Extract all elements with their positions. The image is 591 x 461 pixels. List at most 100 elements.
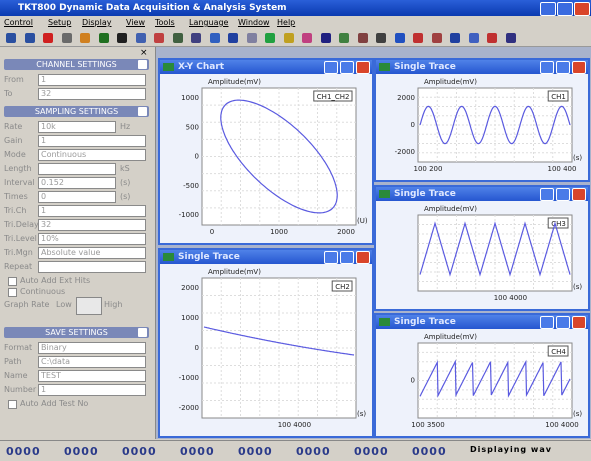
field-input[interactable]: 32	[38, 88, 146, 100]
collapse-button[interactable]	[138, 107, 147, 116]
window-button[interactable]	[572, 188, 586, 201]
field-input[interactable]: TEST	[38, 370, 146, 382]
channel-label: CH2	[335, 283, 350, 291]
child-title-bar: Single Trace	[160, 250, 372, 264]
menu-item[interactable]: Language	[189, 18, 229, 27]
y-tick-label: -2000	[179, 404, 199, 412]
field-input[interactable]	[38, 163, 116, 175]
window-button[interactable]	[340, 61, 354, 74]
field-input[interactable]: 10k	[38, 121, 116, 133]
y-axis-label: Amplitude(mV)	[424, 333, 477, 341]
tool-button[interactable]	[413, 33, 423, 43]
window-button[interactable]	[557, 2, 573, 16]
window-button[interactable]	[324, 61, 338, 74]
window-button[interactable]	[556, 61, 570, 74]
tool-button[interactable]	[172, 33, 183, 43]
tool-button[interactable]	[43, 33, 53, 43]
window-button[interactable]	[556, 316, 570, 329]
field-input[interactable]: 1	[38, 384, 146, 396]
menu-item[interactable]: Tools	[155, 18, 175, 27]
field-input[interactable]: 1	[38, 74, 146, 86]
field-input[interactable]: Binary	[38, 342, 146, 354]
window-button[interactable]	[540, 2, 556, 16]
field-input[interactable]	[38, 261, 146, 273]
tool-button[interactable]	[339, 33, 349, 43]
tool-button[interactable]	[320, 33, 331, 43]
window-button[interactable]	[540, 316, 554, 329]
field-label: Gain	[4, 136, 23, 145]
tool-button[interactable]	[24, 33, 35, 43]
field-input[interactable]: Continuous	[38, 149, 146, 161]
waveform	[203, 326, 355, 356]
field-input[interactable]: Absolute value	[38, 247, 146, 259]
field-unit: (s)	[120, 192, 131, 201]
tool-button[interactable]	[487, 33, 497, 43]
tool-button[interactable]	[265, 33, 275, 43]
tool-button[interactable]	[135, 33, 146, 43]
collapse-button[interactable]	[138, 328, 147, 337]
tool-button[interactable]	[431, 33, 442, 43]
x-tick-label: 1000	[270, 228, 288, 236]
window-button[interactable]	[340, 251, 354, 264]
tool-button[interactable]	[468, 33, 479, 43]
tool-button[interactable]	[246, 33, 257, 43]
field-input[interactable]: 32	[38, 219, 146, 231]
tool-button[interactable]	[191, 33, 201, 43]
window-button[interactable]	[572, 316, 586, 329]
tool-button[interactable]	[505, 33, 516, 43]
tool-button[interactable]	[302, 33, 312, 43]
tool-button[interactable]	[357, 33, 368, 43]
child-title: Single Trace	[394, 317, 456, 327]
window-button[interactable]	[324, 251, 338, 264]
field-input[interactable]: 10%	[38, 233, 146, 245]
child-window: Single Trace Amplitude(mV) CH3 100 4000 (s)	[374, 185, 590, 311]
tool-button[interactable]	[117, 33, 127, 43]
tool-button[interactable]	[450, 33, 460, 43]
window-button[interactable]	[572, 61, 586, 74]
field-input[interactable]: 1	[38, 135, 146, 147]
tool-button[interactable]	[376, 33, 386, 43]
collapse-button[interactable]	[138, 60, 147, 69]
field-input[interactable]: 0.152	[38, 177, 116, 189]
tool-button[interactable]	[61, 33, 72, 43]
tool-button[interactable]	[6, 33, 16, 43]
window-button[interactable]	[574, 2, 590, 16]
tool-button[interactable]	[80, 33, 90, 43]
menu-item[interactable]: Window	[238, 18, 270, 27]
field-input[interactable]: 0	[38, 191, 116, 203]
rate-slider[interactable]	[76, 297, 102, 315]
status-text: Displaying wav	[470, 445, 552, 454]
tool-button[interactable]	[154, 33, 164, 43]
x-tick-label: 100 4000	[545, 421, 578, 429]
window-button[interactable]	[356, 251, 370, 264]
tool-button[interactable]	[209, 33, 220, 43]
checkbox[interactable]	[8, 288, 17, 297]
mdi-area: X-Y Chart Amplitude(mV) CH1_CH2 1000 500 0 -50…	[156, 47, 591, 439]
menu-item[interactable]: Control	[4, 18, 33, 27]
menu-item[interactable]: View	[126, 18, 145, 27]
menu-item[interactable]: Setup	[48, 18, 72, 27]
checkbox[interactable]	[8, 400, 17, 409]
status-indicator: 0000	[6, 445, 41, 458]
panel-close[interactable]: ×	[140, 48, 148, 58]
menu-item[interactable]: Display	[82, 18, 112, 27]
checkbox[interactable]	[8, 277, 17, 286]
tool-button[interactable]	[98, 33, 109, 43]
field-input[interactable]: 1	[38, 205, 146, 217]
x-tick-label: 100 200	[414, 165, 443, 173]
window-button[interactable]	[356, 61, 370, 74]
x-tick-label: 100 3500	[411, 421, 444, 429]
child-icon	[163, 253, 174, 261]
window-button[interactable]	[540, 61, 554, 74]
tool-button[interactable]	[394, 33, 405, 43]
window-button[interactable]	[556, 188, 570, 201]
y-tick-label: 2000	[181, 284, 199, 292]
tool-button[interactable]	[283, 33, 294, 43]
y-tick-label: 0	[411, 121, 415, 129]
field-input[interactable]: C:\data	[38, 356, 146, 368]
window-button[interactable]	[540, 188, 554, 201]
menu-item[interactable]: Help	[277, 18, 296, 27]
plot: Amplitude(mV) CH1 2000 0 -2000 100 200 100 400…	[395, 78, 583, 173]
checkbox-label: Auto Add Test No	[20, 399, 89, 408]
tool-button[interactable]	[228, 33, 238, 43]
